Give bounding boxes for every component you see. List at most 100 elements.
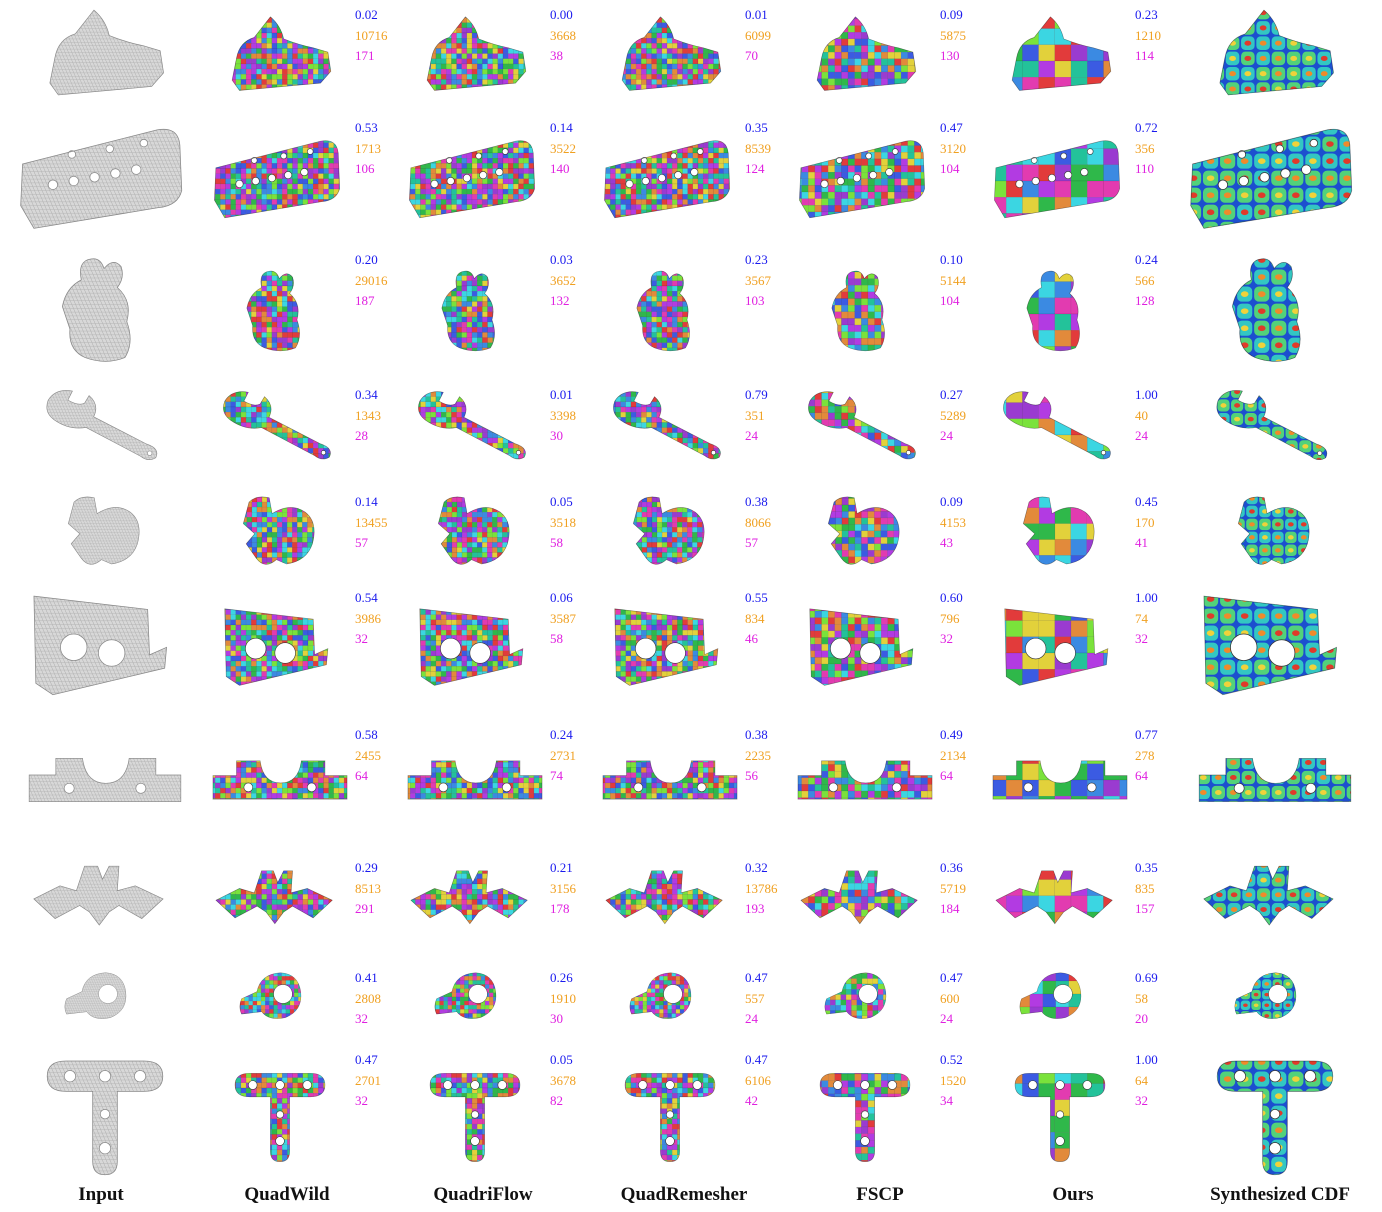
metric-2-value: 40 (1135, 406, 1158, 427)
metric-3-value: 124 (745, 159, 771, 180)
mesh-render (426, 16, 527, 91)
metric-3-value: 32 (355, 1091, 381, 1112)
mesh-wrench-ours (990, 385, 1170, 485)
metric-1-value: 0.05 (550, 1050, 576, 1071)
column-label-quadwild: QuadWild (244, 1184, 329, 1206)
stats-block-ours: 0.77 278 64 (1135, 725, 1158, 787)
mesh-bolt-input (15, 968, 195, 1046)
stats-wrench-fscp: 0.27 5289 24 (940, 385, 966, 447)
mesh-render (824, 972, 887, 1019)
metric-1-value: 0.79 (745, 385, 768, 406)
mesh-t-plate-fscp (795, 1050, 975, 1182)
mesh-render (1203, 865, 1334, 926)
stats-cam-part-quadwild: 0.14 13455 57 (355, 492, 388, 554)
metric-2-value: 1713 (355, 139, 381, 160)
metric-3-value: 64 (940, 766, 966, 787)
stats-block-quadremesher: 0.38 2235 56 (745, 725, 771, 787)
metric-3-value: 64 (355, 766, 381, 787)
mesh-render (28, 758, 182, 802)
stats-fertility-ours: 0.24 566 128 (1135, 250, 1158, 312)
mesh-render (1011, 16, 1112, 91)
mesh-render (1003, 391, 1111, 460)
stats-sphinx-quadremesher: 0.01 6099 70 (745, 5, 771, 67)
metric-1-value: 0.29 (355, 858, 381, 879)
metric-2-value: 1520 (940, 1071, 966, 1092)
metric-1-value: 0.24 (550, 725, 576, 746)
mesh-render (1026, 270, 1080, 352)
metric-3-value: 42 (745, 1091, 771, 1112)
mesh-cam-part-quadremesher (600, 492, 780, 587)
metric-3-value: 32 (1135, 629, 1158, 650)
metric-2-value: 566 (1135, 271, 1158, 292)
mesh-render (624, 1072, 716, 1162)
mesh-render (1190, 128, 1353, 229)
mesh-bolt-fscp (795, 968, 975, 1046)
mesh-t-plate-quadwild (210, 1050, 390, 1182)
metric-2-value: 5289 (940, 406, 966, 427)
mesh-t-plate-input (15, 1050, 195, 1182)
stats-t-plate-quadwild: 0.47 2701 32 (355, 1050, 381, 1112)
metric-2-value: 2235 (745, 746, 771, 767)
metric-2-value: 4153 (940, 513, 966, 534)
metric-3-value: 24 (745, 426, 768, 447)
mesh-half-pipe-fscp (795, 588, 975, 718)
metric-2-value: 58 (1135, 989, 1158, 1010)
mesh-wrench-fscp (795, 385, 975, 485)
metric-1-value: 0.01 (745, 5, 771, 26)
stats-corner-bracket-quadriflow: 0.21 3156 178 (550, 858, 576, 920)
metric-3-value: 103 (745, 291, 771, 312)
mesh-render (994, 140, 1120, 219)
metric-1-value: 0.58 (355, 725, 381, 746)
metric-2-value: 29016 (355, 271, 388, 292)
mesh-half-pipe-quadwild (210, 588, 390, 718)
mesh-t-plate-synthesized-cdf (1185, 1050, 1365, 1182)
mesh-render (995, 870, 1113, 925)
stats-sphinx-ours: 0.23 1210 114 (1135, 5, 1161, 67)
mesh-cam-part-quadriflow (405, 492, 585, 587)
metric-3-value: 58 (550, 533, 576, 554)
mesh-render (1237, 496, 1310, 565)
metric-3-value: 104 (940, 159, 966, 180)
mesh-fertility-quadremesher (600, 250, 780, 378)
stats-cam-part-fscp: 0.09 4153 43 (940, 492, 966, 554)
metric-2-value: 1343 (355, 406, 381, 427)
mesh-corner-bracket-quadremesher (600, 858, 780, 966)
mesh-sphinx-synthesized-cdf (1185, 5, 1365, 117)
stats-cam-part-quadremesher: 0.38 8066 57 (745, 492, 771, 554)
metric-3-value: 82 (550, 1091, 576, 1112)
metric-1-value: 0.14 (355, 492, 388, 513)
mesh-corner-bracket-synthesized-cdf (1185, 858, 1365, 966)
mesh-wrench-quadwild (210, 385, 390, 485)
mesh-render (49, 9, 164, 96)
metric-1-value: 0.41 (355, 968, 381, 989)
metric-2-value: 3398 (550, 406, 576, 427)
mesh-render (64, 972, 127, 1019)
metric-3-value: 28 (355, 426, 381, 447)
mesh-bracket-holes-input (15, 118, 195, 244)
mesh-render (46, 1060, 164, 1176)
metric-2-value: 2808 (355, 989, 381, 1010)
metric-2-value: 1910 (550, 989, 576, 1010)
metric-2-value: 13786 (745, 879, 778, 900)
mesh-fertility-fscp (795, 250, 975, 378)
metric-1-value: 0.23 (1135, 5, 1161, 26)
metric-2-value: 3587 (550, 609, 576, 630)
mesh-render (614, 608, 719, 686)
mesh-render (797, 760, 933, 800)
stats-sphinx-quadriflow: 0.00 3668 38 (550, 5, 576, 67)
mesh-block-input (15, 725, 195, 835)
metric-3-value: 57 (745, 533, 771, 554)
mesh-render (234, 1072, 326, 1162)
mesh-wrench-input (15, 385, 195, 485)
metric-3-value: 157 (1135, 899, 1158, 920)
stats-wrench-ours: 1.00 40 24 (1135, 385, 1158, 447)
mesh-sphinx-fscp (795, 5, 975, 117)
mesh-corner-bracket-fscp (795, 858, 975, 966)
mesh-render (223, 391, 331, 460)
metric-2-value: 5719 (940, 879, 966, 900)
mesh-render (61, 258, 131, 362)
metric-1-value: 0.53 (355, 118, 381, 139)
stats-half-pipe-quadremesher: 0.55 834 46 (745, 588, 768, 650)
metric-3-value: 20 (1135, 1009, 1158, 1030)
metric-2-value: 2455 (355, 746, 381, 767)
